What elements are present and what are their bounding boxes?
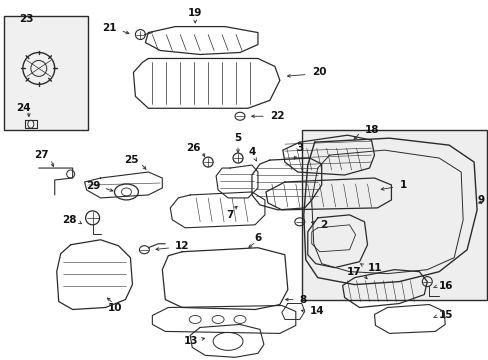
- Text: 12: 12: [175, 241, 189, 251]
- Text: 1: 1: [399, 180, 406, 190]
- Text: 5: 5: [234, 133, 241, 143]
- Text: 9: 9: [477, 195, 484, 205]
- Text: 28: 28: [62, 215, 77, 225]
- Text: 16: 16: [438, 280, 453, 291]
- Text: 6: 6: [254, 233, 261, 243]
- Bar: [4, 15, 87, 130]
- Text: 19: 19: [187, 8, 202, 18]
- Text: 14: 14: [309, 306, 324, 316]
- Text: 21: 21: [102, 23, 116, 33]
- Text: 29: 29: [86, 181, 101, 191]
- Text: 26: 26: [185, 143, 200, 153]
- Text: 27: 27: [34, 150, 49, 160]
- Text: 25: 25: [123, 155, 138, 165]
- Text: 8: 8: [299, 294, 306, 305]
- Text: 10: 10: [108, 302, 122, 312]
- Text: 22: 22: [269, 111, 284, 121]
- Text: 20: 20: [311, 67, 325, 77]
- Text: 13: 13: [183, 336, 198, 346]
- Text: 3: 3: [296, 143, 303, 153]
- Text: 23: 23: [19, 14, 33, 24]
- Text: 24: 24: [16, 103, 30, 113]
- Text: 4: 4: [248, 147, 255, 157]
- Text: 18: 18: [364, 125, 378, 135]
- Text: 11: 11: [367, 263, 381, 273]
- Text: 7: 7: [226, 210, 233, 220]
- Text: 17: 17: [346, 267, 361, 276]
- Bar: [301, 130, 486, 300]
- Text: 2: 2: [319, 220, 326, 230]
- Text: 15: 15: [438, 310, 453, 320]
